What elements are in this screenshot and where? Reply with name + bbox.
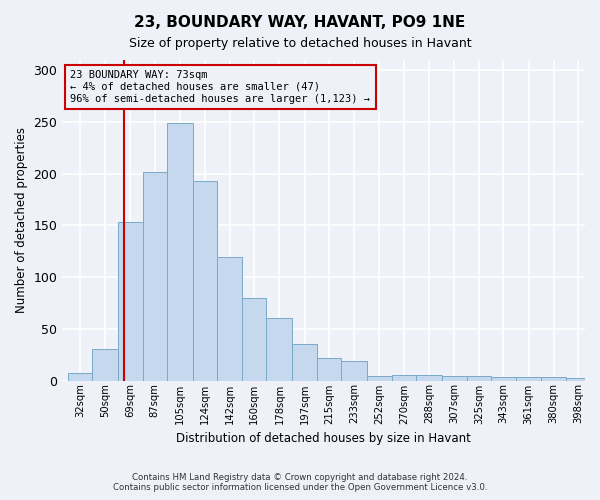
Bar bbox=[92, 350, 118, 380]
Bar bbox=[68, 374, 92, 380]
Bar bbox=[541, 378, 566, 380]
Bar bbox=[515, 378, 541, 380]
X-axis label: Distribution of detached houses by size in Havant: Distribution of detached houses by size … bbox=[176, 432, 471, 445]
Bar bbox=[292, 344, 317, 380]
Bar bbox=[442, 376, 467, 380]
Bar bbox=[143, 172, 167, 380]
Text: Contains HM Land Registry data © Crown copyright and database right 2024.
Contai: Contains HM Land Registry data © Crown c… bbox=[113, 473, 487, 492]
Text: Size of property relative to detached houses in Havant: Size of property relative to detached ho… bbox=[128, 38, 472, 51]
Bar bbox=[416, 376, 442, 380]
Bar bbox=[317, 358, 341, 380]
Text: 23, BOUNDARY WAY, HAVANT, PO9 1NE: 23, BOUNDARY WAY, HAVANT, PO9 1NE bbox=[134, 15, 466, 30]
Text: 23 BOUNDARY WAY: 73sqm
← 4% of detached houses are smaller (47)
96% of semi-deta: 23 BOUNDARY WAY: 73sqm ← 4% of detached … bbox=[70, 70, 370, 104]
Bar bbox=[491, 378, 515, 380]
Bar bbox=[392, 376, 416, 380]
Bar bbox=[566, 378, 590, 380]
Bar bbox=[193, 181, 217, 380]
Bar bbox=[367, 376, 392, 380]
Bar bbox=[167, 123, 193, 380]
Bar bbox=[266, 318, 292, 380]
Bar bbox=[341, 361, 367, 380]
Bar bbox=[242, 298, 266, 380]
Bar bbox=[467, 376, 491, 380]
Bar bbox=[217, 258, 242, 380]
Y-axis label: Number of detached properties: Number of detached properties bbox=[15, 128, 28, 314]
Bar bbox=[118, 222, 143, 380]
